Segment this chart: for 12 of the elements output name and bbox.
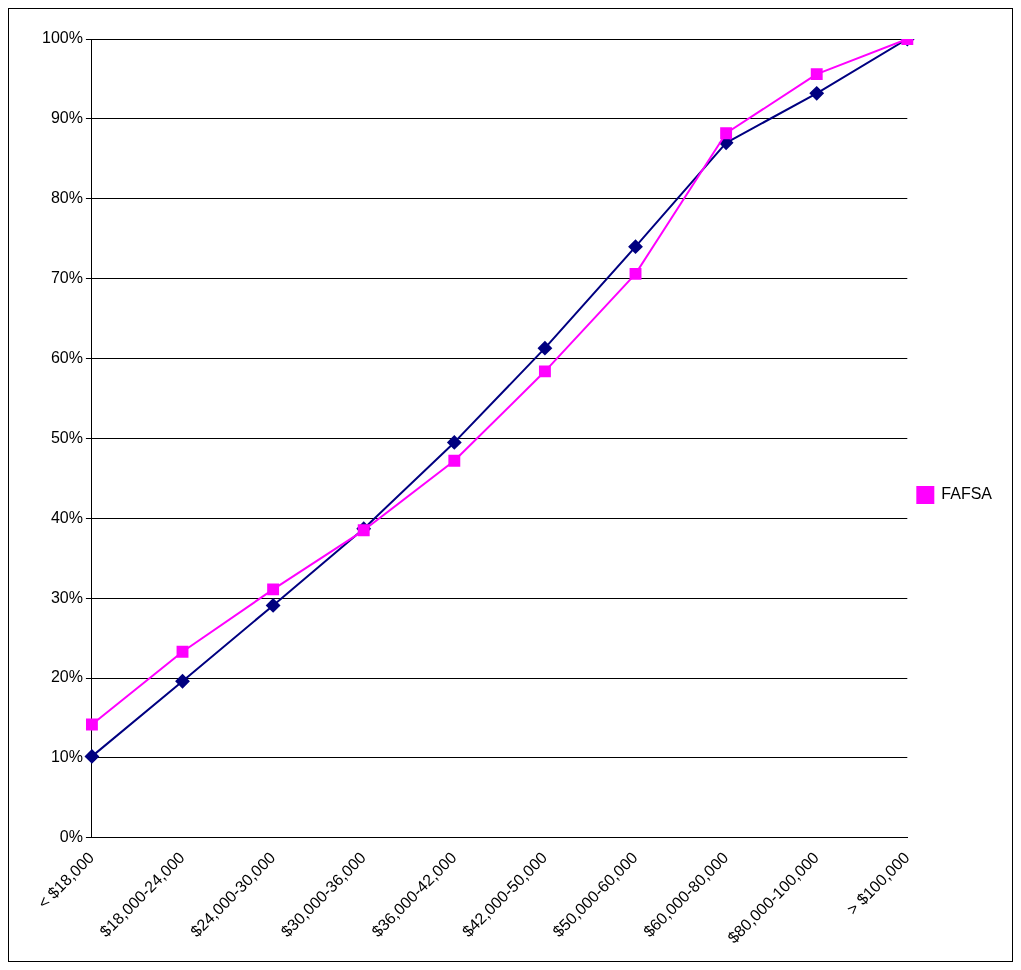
y-tick-label: 40% [50, 508, 83, 526]
y-tick-label: 50% [50, 428, 83, 446]
y-tick-label: 0% [59, 828, 83, 846]
y-tick-label: 100% [42, 29, 83, 47]
y-tick-label: 10% [50, 748, 83, 766]
y-tick-label: 80% [50, 189, 83, 207]
y-tick-label: 20% [50, 668, 83, 686]
y-tick-label: 70% [50, 269, 83, 287]
legend-label: FAFSA [941, 485, 993, 503]
y-tick-label: 30% [50, 588, 83, 606]
y-tick-label: 90% [50, 109, 83, 127]
y-tick-label: 60% [50, 348, 83, 366]
